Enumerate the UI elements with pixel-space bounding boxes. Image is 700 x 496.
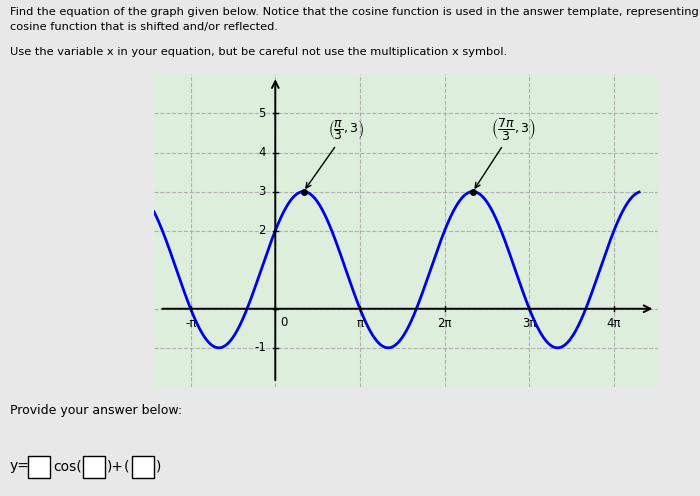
Text: y=: y= [10,459,30,473]
Text: cosine function that is shifted and/or reflected.: cosine function that is shifted and/or r… [10,22,279,32]
Text: -π: -π [185,317,196,330]
Text: )+: )+ [107,459,124,473]
Bar [132,456,154,478]
Text: cos(: cos( [53,459,82,473]
Text: ): ) [156,459,162,473]
Text: 2π: 2π [438,317,452,330]
Text: Find the equation of the graph given below. Notice that the cosine function is u: Find the equation of the graph given bel… [10,7,700,17]
Text: $\left(\dfrac{7\pi}{3},3\right)$: $\left(\dfrac{7\pi}{3},3\right)$ [475,117,536,188]
Text: (: ( [124,459,130,473]
Text: 2: 2 [258,224,266,237]
Text: $\left(\dfrac{\pi}{3},3\right)$: $\left(\dfrac{\pi}{3},3\right)$ [306,119,365,188]
Text: 3: 3 [258,185,266,198]
Text: 4: 4 [258,146,266,159]
Text: Use the variable x in your equation, but be careful not use the multiplication x: Use the variable x in your equation, but… [10,47,508,57]
Text: 0: 0 [280,316,288,329]
Bar [83,456,105,478]
Text: 4π: 4π [607,317,621,330]
Bar [28,456,50,478]
Text: 5: 5 [258,107,266,120]
Text: -1: -1 [254,341,266,354]
Text: 3π: 3π [522,317,536,330]
Text: π: π [356,317,363,330]
Text: Provide your answer below:: Provide your answer below: [10,404,183,417]
